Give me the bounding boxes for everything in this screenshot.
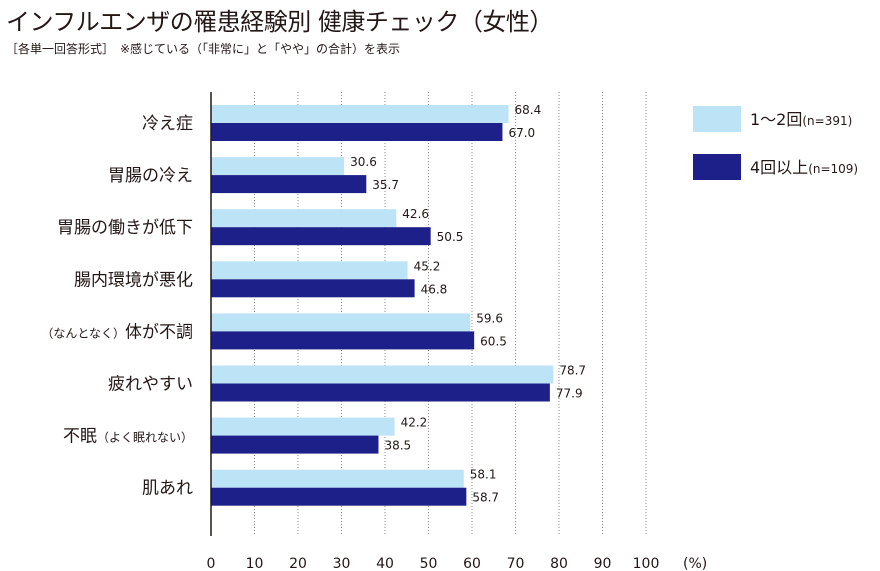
bar-series2 (211, 331, 475, 350)
x-axis-unit: (%) (683, 556, 707, 571)
data-label: 58.1 (470, 468, 497, 482)
bar-series1 (211, 417, 395, 436)
value-labels: 68.4 67.0 30.6 35.7 42.6 50.5 45.2 46.8 59.6 60.5… (350, 103, 586, 505)
data-label: 45.2 (414, 259, 441, 273)
bar-series1 (211, 157, 345, 176)
data-label: 60.5 (480, 334, 507, 348)
data-label: 42.6 (402, 207, 429, 221)
bar-series1 (211, 261, 408, 280)
bar-series1 (211, 313, 471, 332)
x-tick-label: 90 (594, 556, 612, 571)
x-tick-label: 80 (550, 556, 568, 571)
bar-series2 (211, 383, 550, 402)
category-label: 腸内環境が悪化 (74, 270, 193, 290)
data-label: 42.2 (401, 416, 428, 430)
x-tick-label: 50 (420, 556, 438, 571)
bars (211, 105, 554, 506)
legend-swatch (693, 106, 741, 132)
category-label: 胃腸の冷え (108, 166, 193, 186)
bar-series2 (211, 123, 503, 141)
data-label: 46.8 (421, 282, 448, 296)
bar-series1 (211, 469, 464, 488)
x-tick-label: 10 (246, 556, 264, 571)
bar-series1 (211, 209, 397, 228)
bar-series2 (211, 227, 431, 246)
bar-series2 (211, 487, 467, 506)
data-label: 68.4 (515, 103, 542, 117)
legend-label: 4回以上(n=109) (750, 158, 858, 177)
bar-series1 (211, 105, 509, 123)
legend-swatch (693, 154, 741, 180)
chart-subtitle: ［各単一回答形式］ ※感じている（「非常に」と「やや」の合計）を表示 (6, 42, 401, 56)
category-label: 疲れやすい (108, 375, 193, 395)
x-tick-label: 70 (507, 556, 525, 571)
data-label: 77.9 (556, 387, 583, 401)
category-label: 肌あれ (142, 479, 193, 499)
data-label: 78.7 (559, 364, 586, 378)
bar-series1 (211, 365, 554, 384)
bar-series2 (211, 175, 367, 194)
data-label: 58.7 (472, 491, 499, 505)
bar-series2 (211, 435, 379, 454)
x-tick-label: 20 (289, 556, 307, 571)
category-label: （なんとなく）体が不調 (41, 322, 193, 342)
data-label: 35.7 (372, 178, 399, 192)
bar-series2 (211, 279, 415, 298)
data-label: 59.6 (476, 311, 503, 325)
x-tick-label: 40 (376, 556, 394, 571)
category-label: 胃腸の働きが低下 (57, 218, 193, 238)
data-label: 38.5 (384, 439, 411, 453)
x-tick-label: 0 (207, 556, 216, 571)
legend: 1〜2回(n=391) 4回以上(n=109) (693, 106, 858, 180)
x-tick-labels: 0 10 20 30 40 50 60 70 80 90 100 (207, 556, 660, 571)
chart-title: インフルエンザの罹患経験別 健康チェック（女性） (6, 8, 553, 36)
data-label: 30.6 (350, 155, 377, 169)
data-label: 50.5 (437, 230, 464, 244)
data-label: 67.0 (508, 126, 535, 140)
x-tick-label: 30 (333, 556, 351, 571)
category-label: 冷え症 (142, 114, 193, 134)
x-tick-label: 100 (633, 556, 660, 571)
legend-label: 1〜2回(n=391) (750, 110, 852, 129)
category-label: 不眠（よく眠れない） (63, 427, 193, 447)
x-tick-label: 60 (463, 556, 481, 571)
